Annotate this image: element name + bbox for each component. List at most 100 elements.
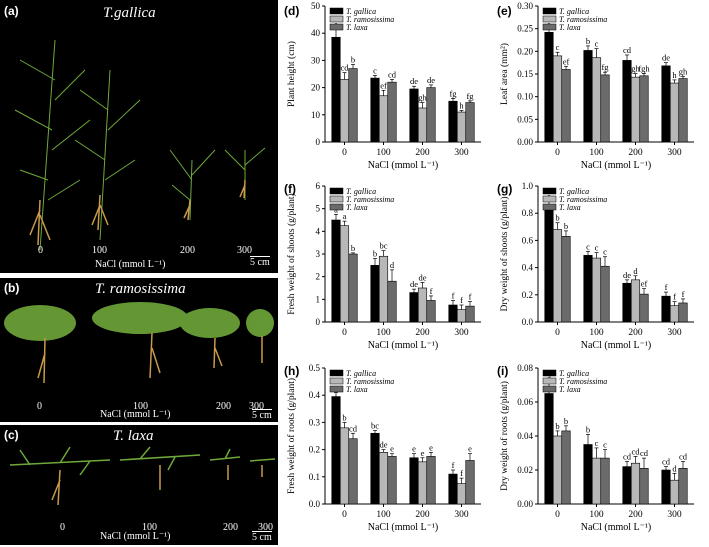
legend-entry: T. gallica [346, 7, 376, 16]
y-axis-label: Leaf area (mm²) [499, 43, 510, 105]
legend-swatch [329, 187, 344, 195]
legend-entry: T. ramosissima [559, 377, 607, 386]
y-tick-label: 0.0 [309, 499, 321, 509]
tick-c-1: 100 [142, 522, 157, 533]
x-tick-label: 0 [342, 148, 347, 158]
significance-letter: f [673, 292, 676, 302]
y-tick-label: 0.10 [517, 92, 533, 102]
y-tick-label: 0.20 [517, 46, 533, 56]
significance-letter: de [410, 76, 418, 86]
tick-a-2: 200 [180, 245, 195, 256]
legend-entry: T. ramosissima [346, 377, 394, 386]
bar [448, 100, 458, 143]
x-axis-label: NaCl (mmol L⁻¹) [581, 522, 652, 533]
legend-entry: T. ramosissima [346, 15, 394, 24]
x-tick-label: 0 [555, 510, 560, 520]
y-axis-label: Dry weight of shoots (g/plant) [499, 196, 510, 311]
y-axis-label: Plant height (cm) [286, 41, 297, 107]
bar [669, 305, 680, 323]
legend-entry: T. gallica [346, 187, 376, 196]
significance-letter: e [429, 442, 433, 452]
y-tick-label: 0.02 [517, 465, 533, 475]
bar [348, 68, 358, 143]
legend-entry: T. gallica [559, 369, 589, 378]
panel-label-c: (c) [4, 428, 19, 442]
bar [661, 295, 671, 323]
bar [591, 257, 602, 323]
significance-letter: f [452, 290, 455, 300]
significance-letter: e [390, 444, 394, 454]
y-tick-label: 3 [316, 249, 321, 259]
bar [348, 438, 358, 505]
bar [600, 457, 610, 505]
x-tick-label: 300 [454, 328, 469, 338]
y-tick-label: 0.15 [517, 69, 533, 79]
y-tick-label: 0.5 [309, 363, 321, 373]
tick-b-3: 300 [249, 401, 264, 412]
bar [600, 265, 610, 323]
significance-letter: de [379, 440, 387, 450]
legend-swatch [329, 369, 344, 377]
significance-letter: b [351, 54, 355, 64]
y-axis-label: Fresh weight of shoots (g/plant) [286, 193, 297, 314]
bar [456, 111, 467, 143]
chart-f: (f) 0 1 2 3 4 5 6 Fresh weight of shoots (g/pla… [283, 180, 491, 360]
bar [387, 456, 397, 505]
plant-photo-gallica [14, 39, 266, 251]
bar [448, 304, 458, 323]
y-tick-label: 0.00 [517, 499, 533, 509]
bar [544, 31, 554, 143]
y-tick-label: 0.8 [522, 208, 534, 218]
significance-letter: gh [418, 93, 427, 103]
xlabel-a: NaCl (mmol L⁻¹) [95, 259, 166, 270]
significance-letter: cd [631, 446, 640, 456]
plant-photo-laxa [9, 446, 276, 506]
tick-c-2: 200 [223, 522, 238, 533]
y-tick-label: 0.08 [517, 363, 533, 373]
significance-letter: f [430, 286, 433, 296]
significance-letter: fg [449, 88, 457, 98]
bar [417, 287, 428, 323]
plant-photo-ramosissima [4, 302, 274, 384]
legend-entry: T. gallica [559, 7, 589, 16]
scale-bar-b: 5 cm [252, 409, 272, 421]
significance-letter: c [595, 243, 599, 253]
tick-a-0: 0 [38, 245, 43, 256]
significance-letter: cd [623, 45, 632, 55]
chart-label-g: (g) [497, 182, 513, 196]
x-axis-label: NaCl (mmol L⁻¹) [581, 160, 652, 171]
significance-letter: gh [631, 64, 640, 74]
bar [331, 396, 341, 505]
chart-label-h: (h) [284, 364, 300, 378]
x-axis-label: NaCl (mmol L⁻¹) [368, 160, 439, 171]
bar [331, 219, 341, 323]
x-tick-label: 300 [454, 510, 469, 520]
significance-letter: f [469, 292, 472, 302]
legend-entry: T. laxa [559, 23, 581, 32]
x-tick-label: 0 [342, 510, 347, 520]
significance-letter: f [460, 295, 463, 305]
significance-letter: d [672, 463, 677, 473]
bar [561, 430, 571, 505]
significance-letter: fgh [638, 64, 650, 74]
significance-letter: b [351, 243, 355, 253]
x-tick-label: 0 [555, 148, 560, 158]
legend-swatch [329, 203, 344, 211]
bar [448, 473, 458, 505]
bar [552, 435, 563, 505]
legend-entry: T. ramosissima [559, 15, 607, 24]
chart-i: (i) 0.00 0.02 0.04 0.06 0.08 Dry weight of ro… [496, 362, 704, 542]
significance-letter: e [421, 448, 425, 458]
tick-b-0: 0 [37, 401, 42, 412]
significance-letter: c [595, 39, 599, 49]
x-tick-label: 0 [342, 328, 347, 338]
x-axis-label: NaCl (mmol L⁻¹) [368, 522, 439, 533]
xlabel-b: NaCl (mmol L⁻¹) [100, 409, 171, 420]
bar [544, 207, 554, 323]
legend-entry: T. laxa [559, 385, 581, 394]
y-tick-label: 0.4 [309, 390, 321, 400]
x-tick-label: 100 [376, 328, 391, 338]
bar [370, 77, 380, 143]
bar [678, 302, 688, 323]
x-tick-label: 300 [454, 148, 469, 158]
